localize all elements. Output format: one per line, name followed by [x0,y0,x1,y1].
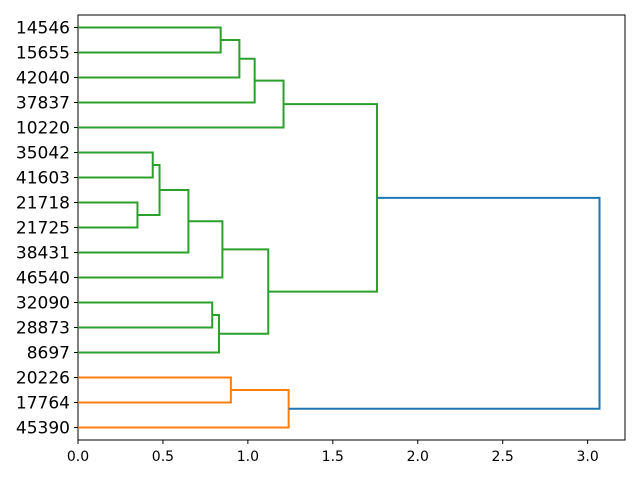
x-tick-label-0.0: 0.0 [67,449,89,465]
plot-border [77,14,626,441]
dendrogram-link-m14 [78,389,290,429]
leaf-label-37837: 37837 [16,94,70,114]
leaf-label-45390: 45390 [16,419,70,439]
dendrogram-link-m3 [78,79,285,129]
dendrogram-link-m8 [78,220,224,279]
dendrogram-link-m5 [78,201,139,229]
leaf-label-46540: 46540 [16,269,70,289]
dendrogram-link-m15 [288,196,601,410]
x-tick-label-1.0: 1.0 [237,449,259,465]
dendrogram-link-m4 [78,151,154,179]
x-tick-label-2.0: 2.0 [407,449,429,465]
leaf-label-20226: 20226 [16,369,70,389]
leaf-label-15655: 15655 [16,44,70,64]
leaf-label-21718: 21718 [16,194,70,214]
dendrogram-link-m0 [78,26,222,54]
dendrogram-link-m6 [137,164,161,216]
dendrogram-link-m9 [78,301,214,329]
x-tick-label-1.5: 1.5 [322,449,344,465]
leaf-label-21725: 21725 [16,219,70,239]
leaf-label-41603: 41603 [16,169,70,189]
leaf-label-42040: 42040 [16,69,70,89]
dendrogram-link-m11 [218,248,270,335]
dendrogram-link-m10 [78,314,220,354]
x-tick-label-0.5: 0.5 [152,449,174,465]
x-tick-label-3.0: 3.0 [576,449,598,465]
dendrogram-link-m12 [268,103,378,293]
dendrogram-link-m7 [78,189,190,254]
leaf-label-17764: 17764 [16,394,70,414]
dendrogram-link-m2 [78,57,256,104]
leaf-label-32090: 32090 [16,294,70,314]
x-tick-label-2.5: 2.5 [492,449,514,465]
leaf-label-14546: 14546 [16,19,70,39]
dendrogram-link-m1 [78,39,241,79]
leaf-label-8697: 8697 [27,344,70,364]
dendrogram-link-m13 [78,376,232,404]
leaf-label-10220: 10220 [16,119,70,139]
leaf-label-35042: 35042 [16,144,70,164]
leaf-label-38431: 38431 [16,244,70,264]
leaf-label-28873: 28873 [16,319,70,339]
